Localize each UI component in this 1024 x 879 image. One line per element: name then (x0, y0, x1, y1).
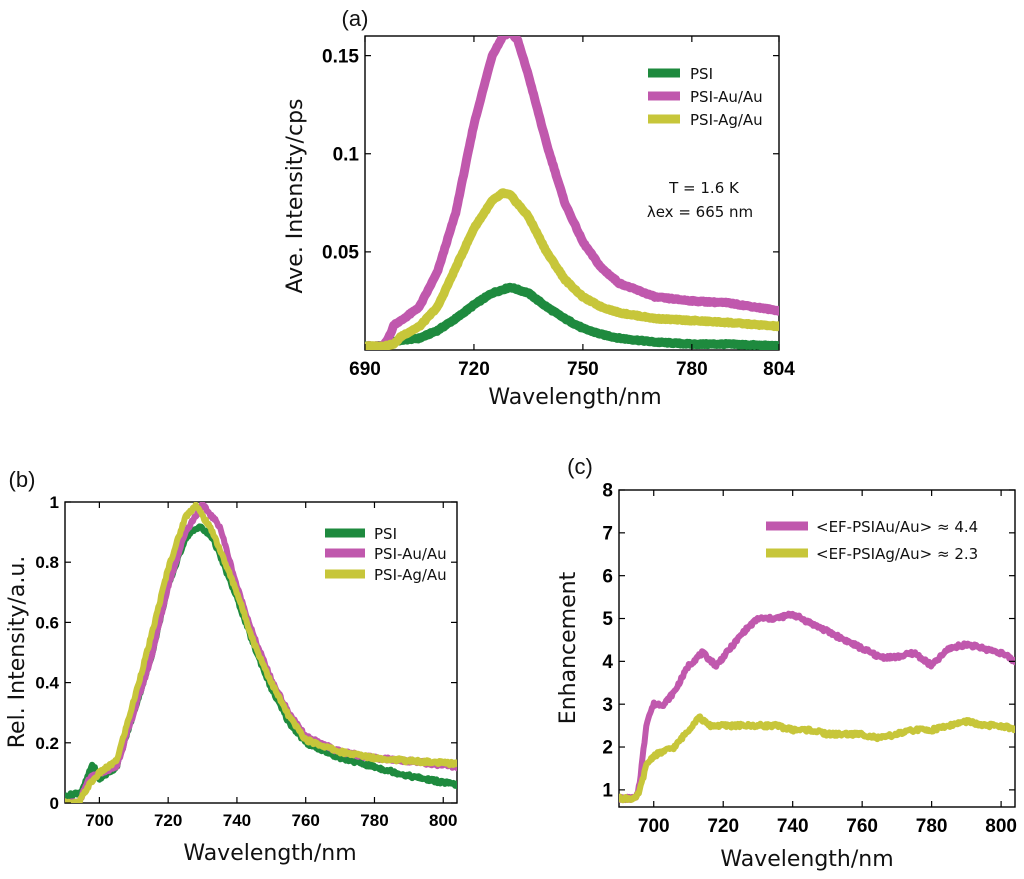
panel-b-legend-label-psi: PSI (374, 525, 397, 543)
panel-a: (a) 690 720 750 780 804 0.05 0.1 0.15 Wavelengt… (283, 6, 795, 410)
panel-c-series-ag (619, 713, 1015, 804)
panel-b-x-tick-label: 760 (292, 811, 320, 830)
panel-c-plot-frame (618, 489, 1016, 808)
panel-a-annotation-excitation: λex = 665 nm (647, 203, 753, 221)
panel-c-y-tick-label: 4 (602, 652, 613, 673)
panel-c-legend-label-au: <EF-PSIAu/Au> ≈ 4.4 (816, 518, 978, 536)
panel-a-x-tick-label: 690 (349, 359, 381, 380)
panel-a-plot-frame (364, 35, 780, 351)
panel-b-series-ag (65, 502, 457, 803)
panel-a-legend-label-ag: PSI-Ag/Au (690, 111, 763, 129)
panel-c-y-axis-label: Enhancement (556, 571, 581, 724)
panel-b-plot-frame (64, 501, 458, 804)
panel-c-y-tick-label: 8 (602, 481, 613, 502)
panel-c-legend-label-ag: <EF-PSIAg/Au> ≈ 2.3 (816, 545, 978, 563)
panel-b-legend-label-au: PSI-Au/Au (374, 545, 447, 563)
panel-c-x-tick-label: 800 (985, 816, 1017, 837)
panel-a-x-axis-label: Wavelength/nm (488, 385, 661, 410)
panel-a-y-tick-label: 0.1 (333, 144, 360, 165)
panel-b-y-tick-label: 0.2 (35, 734, 59, 753)
panel-b-x-tick-label: 700 (85, 811, 113, 830)
panel-a-series-au (365, 36, 779, 350)
panel-c-y-tick-label: 3 (602, 695, 613, 716)
panel-a-series-psi (365, 282, 779, 350)
panel-a-series-ag (365, 188, 779, 350)
panel-c-label: (c) (567, 454, 593, 479)
panel-a-legend-label-psi: PSI (690, 65, 713, 83)
panel-a-ticks: 690 720 750 780 804 0.05 0.1 0.15 (322, 36, 795, 380)
panel-b-y-tick-label: 0 (50, 794, 59, 813)
panel-b-series-group (65, 502, 457, 803)
panel-a-label: (a) (342, 6, 369, 31)
panel-a-y-axis-label: Ave. Intensity/cps (283, 99, 308, 294)
panel-c-x-tick-label: 780 (916, 816, 948, 837)
panel-c-series-au (619, 610, 1015, 804)
panel-b-legend-label-ag: PSI-Ag/Au (374, 566, 447, 584)
panel-b-x-tick-label: 780 (360, 811, 388, 830)
panel-c-legend: <EF-PSIAu/Au> ≈ 4.4 <EF-PSIAg/Au> ≈ 2.3 (766, 518, 978, 563)
panel-c-ticks: 700 720 740 760 780 800 1 2 3 4 5 6 7 8 (602, 481, 1017, 837)
panel-a-y-tick-label: 0.05 (322, 243, 359, 264)
panel-b-y-axis-label: Rel. Intensity/a.u. (5, 556, 30, 749)
panel-c-x-axis-label: Wavelength/nm (720, 847, 893, 872)
panel-c-y-tick-label: 7 (602, 523, 613, 544)
panel-c-x-tick-label: 720 (707, 816, 739, 837)
panel-c-series-group (619, 610, 1015, 804)
panel-a-x-tick-label: 750 (567, 359, 599, 380)
panel-b-y-tick-label: 1 (50, 493, 59, 512)
panel-c-x-tick-label: 740 (777, 816, 809, 837)
panel-b-x-tick-label: 740 (223, 811, 251, 830)
panel-c-y-tick-label: 5 (602, 609, 613, 630)
panel-a-x-tick-label: 804 (763, 359, 795, 380)
panel-b-y-tick-label: 0.6 (35, 613, 59, 632)
panel-b-legend: PSI PSI-Au/Au PSI-Ag/Au (325, 525, 447, 584)
panel-b-y-tick-label: 0.8 (35, 553, 59, 572)
panel-a-x-tick-label: 780 (676, 359, 708, 380)
panel-c-y-tick-label: 6 (602, 566, 613, 587)
panel-b: (b) 700 720 740 760 780 800 0 0.2 0.4 0.6 0.8 1 Wav… (5, 467, 458, 866)
panel-b-label: (b) (9, 467, 36, 492)
panel-b-x-axis-label: Wavelength/nm (183, 841, 356, 866)
panel-c-x-tick-label: 700 (638, 816, 670, 837)
panel-a-annotation-temperature: T = 1.6 K (668, 179, 740, 197)
panel-a-series-group (365, 36, 779, 350)
panel-b-y-tick-label: 0.4 (35, 674, 59, 693)
panel-a-x-tick-label: 720 (458, 359, 490, 380)
panel-a-y-tick-label: 0.15 (322, 46, 359, 67)
panel-b-x-tick-label: 720 (154, 811, 182, 830)
panel-c-y-tick-label: 1 (602, 781, 613, 802)
panel-b-ticks: 700 720 740 760 780 800 0 0.2 0.4 0.6 0.8 1 (35, 493, 457, 830)
panel-c-x-tick-label: 760 (846, 816, 878, 837)
panel-a-legend-label-au: PSI-Au/Au (690, 88, 763, 106)
panel-b-x-tick-label: 800 (429, 811, 457, 830)
panel-c-y-tick-label: 2 (602, 738, 613, 759)
panel-c: (c) 700 720 740 760 780 800 1 2 3 4 5 6 7 8 Wavelengt… (556, 454, 1017, 872)
panel-a-legend: PSI PSI-Au/Au PSI-Ag/Au (648, 65, 763, 129)
